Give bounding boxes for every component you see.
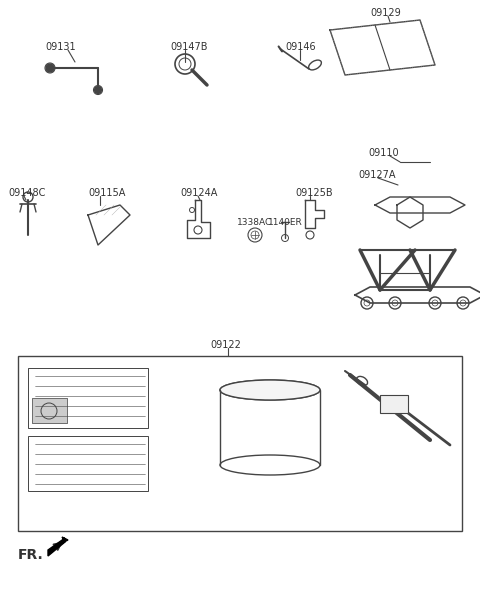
- Text: FR.: FR.: [18, 548, 44, 562]
- Text: 09146: 09146: [285, 42, 316, 52]
- Text: 09129: 09129: [370, 8, 401, 18]
- Text: 09127A: 09127A: [358, 170, 396, 180]
- Text: 09122: 09122: [210, 340, 241, 350]
- Bar: [380, 395, 408, 413]
- Text: 1140ER: 1140ER: [268, 218, 303, 227]
- Text: 09110: 09110: [368, 148, 398, 158]
- Bar: [18, 356, 462, 531]
- Bar: [28, 436, 148, 491]
- Text: 1338AC: 1338AC: [237, 218, 272, 227]
- Text: 09124A: 09124A: [180, 188, 217, 198]
- Polygon shape: [48, 537, 68, 556]
- Circle shape: [46, 64, 54, 72]
- Text: 09148C: 09148C: [8, 188, 46, 198]
- Text: 09147B: 09147B: [170, 42, 207, 52]
- Text: 09115A: 09115A: [88, 188, 125, 198]
- Text: 09131: 09131: [45, 42, 76, 52]
- Bar: [32, 398, 67, 423]
- Circle shape: [95, 86, 101, 94]
- Bar: [380, 395, 408, 413]
- Bar: [28, 368, 148, 428]
- Ellipse shape: [220, 380, 320, 400]
- Text: 09125B: 09125B: [295, 188, 333, 198]
- Bar: [32, 398, 67, 423]
